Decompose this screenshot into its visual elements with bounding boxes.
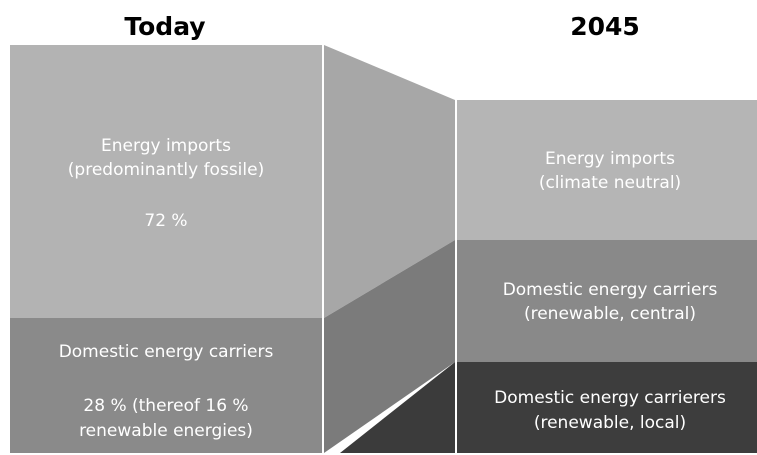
block-label: (predominantly fossile): [68, 160, 264, 180]
block-label: (renewable, local): [534, 413, 686, 433]
block-label: Domestic energy carrierers: [494, 388, 726, 408]
future-central-block: [457, 240, 757, 362]
block-label: (climate neutral): [539, 173, 681, 193]
today-imports-block: [10, 45, 322, 318]
block-share: 72 %: [144, 211, 187, 231]
future-local-block: [457, 362, 757, 453]
block-label: Energy imports: [101, 136, 231, 156]
today-domestic-block: [10, 318, 322, 453]
block-label: Energy imports: [545, 149, 675, 169]
future-imports-block: [457, 100, 757, 240]
block-label: Domestic energy carriers: [503, 280, 718, 300]
block-label: Domestic energy carriers: [59, 342, 274, 362]
connector-local: [340, 362, 455, 453]
column-title: Today: [124, 12, 205, 41]
connector-central: [324, 240, 455, 453]
block-share: renewable energies): [79, 421, 253, 441]
block-label: (renewable, central): [524, 304, 696, 324]
block-share: 28 % (thereof 16 %: [83, 396, 248, 416]
connector-imports: [324, 45, 455, 318]
column-title: 2045: [570, 12, 640, 41]
